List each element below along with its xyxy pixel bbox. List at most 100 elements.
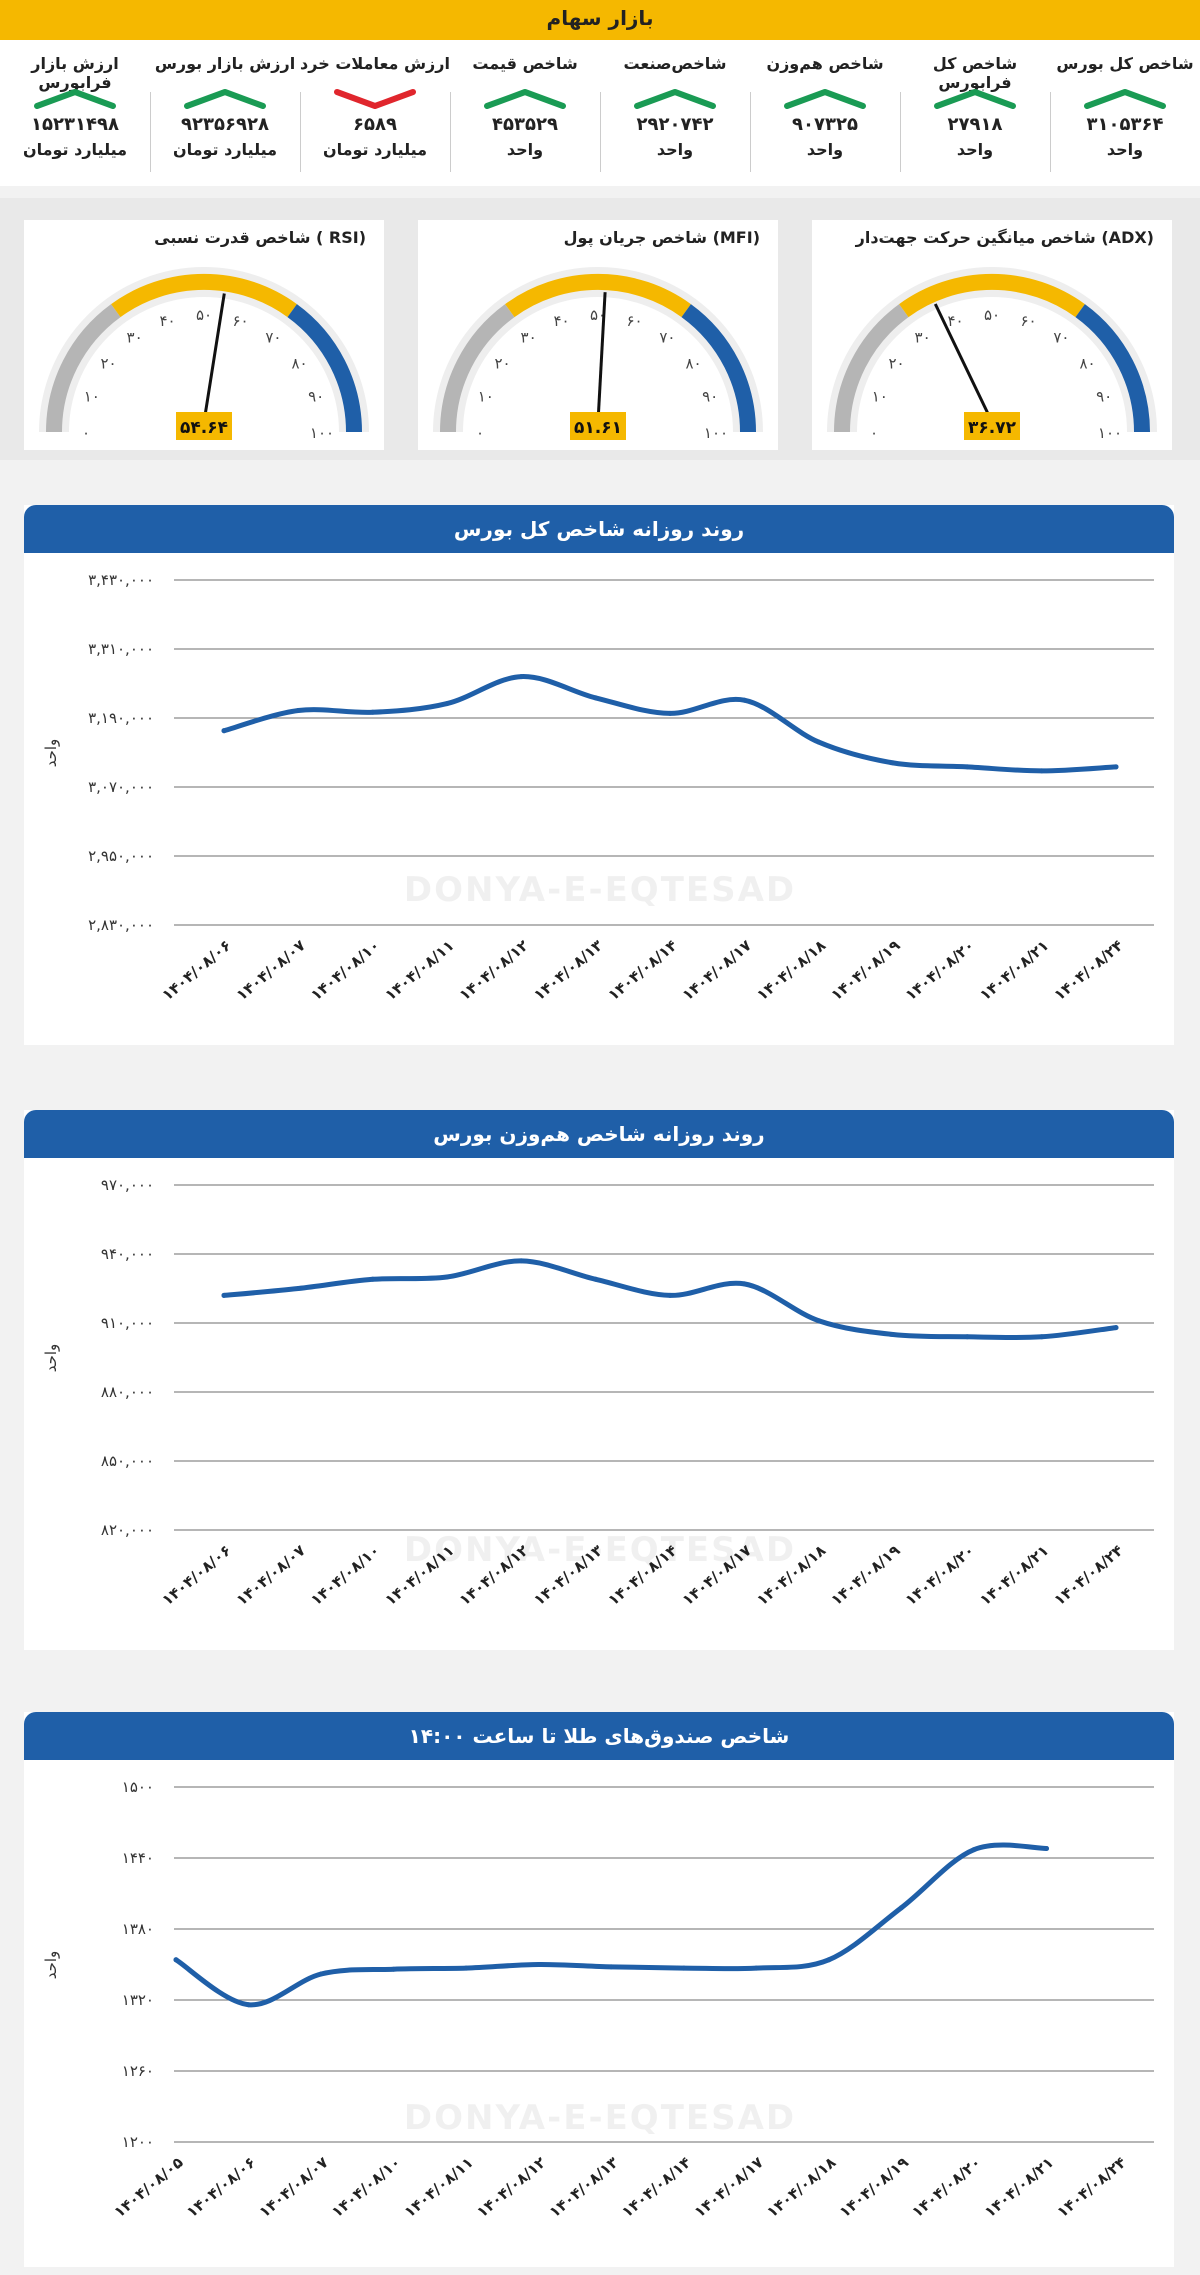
data-point	[221, 1292, 227, 1298]
chart-card-gold-funds: شاخص صندوق‌های طلا تا ساعت ۱۴:۰۰ ۱۲۰۰ ۱۲۶…	[24, 1712, 1174, 2267]
chart-title: روند روزانه شاخص کل بورس	[453, 517, 745, 541]
y-tick-label: ۲,۸۳۰,۰۰۰	[88, 916, 154, 934]
x-tick-label: ۱۴۰۴/۰۸/۱۱	[381, 936, 457, 1004]
y-tick-label: ۹۴۰,۰۰۰	[101, 1245, 154, 1263]
data-point	[898, 1905, 904, 1911]
data-point	[816, 1318, 822, 1324]
data-point	[890, 1332, 896, 1337]
stat-unit: میلیارد تومان	[22, 140, 128, 159]
gauge-needle	[596, 292, 607, 423]
stat-label: شاخص هم‌وزن	[766, 54, 884, 73]
x-tick-label: ۱۴۰۴/۰۸/۱۴	[618, 2153, 694, 2221]
data-point	[593, 1276, 599, 1282]
gauge-mfi: ۰ ۱۰ ۲۰ ۳۰ ۴۰ ۵۰ ۶۰ ۷۰ ۸۰ ۹۰ ۱۰۰ ۵۱.۶۱ شاخص جریان پ…	[418, 220, 778, 450]
gauge-tick-label: ۱۰۰	[310, 424, 334, 442]
stat-unit: واحد	[806, 140, 844, 159]
x-tick-label: ۱۴۰۴/۰۸/۱۲	[456, 936, 532, 1004]
y-tick-label: ۳,۳۱۰,۰۰۰	[88, 640, 154, 658]
stat-7: ارزش بازار فرابورس ۱۵۲۳۱۴۹۸ میلیارد تومان	[0, 40, 150, 186]
stat-divider	[900, 92, 901, 172]
stat-unit: واحد	[506, 140, 544, 159]
stat-divider	[600, 92, 601, 172]
gauge-adx: ۰ ۱۰ ۲۰ ۳۰ ۴۰ ۵۰ ۶۰ ۷۰ ۸۰ ۹۰ ۱۰۰ ۳۶.۷۲ شاخص میانگین…	[812, 220, 1172, 450]
y-tick-label: ۳,۰۷۰,۰۰۰	[88, 778, 154, 796]
gauge-track	[39, 267, 369, 433]
gauge-tick-label: ۶۰	[626, 312, 642, 330]
data-point	[518, 1258, 524, 1264]
x-tick-label: ۱۴۰۴/۰۸/۰۷	[233, 936, 309, 1004]
stat-value: ۲۷۹۱۸	[947, 114, 1003, 135]
y-tick-label: ۱۳۸۰	[122, 1920, 154, 1938]
stat-1: شاخص کل فرابورس ۲۷۹۱۸ واحد	[900, 40, 1050, 186]
y-tick-label: ۳,۴۳۰,۰۰۰	[88, 571, 154, 589]
chart-title: شاخص صندوق‌های طلا تا ساعت ۱۴:۰۰	[408, 1724, 790, 1748]
gauge-tick-label: ۶۰	[1020, 312, 1036, 330]
y-tick-label: ۱۲۶۰	[122, 2062, 154, 2080]
gauge-tick-label: ۴۰	[553, 312, 569, 330]
trend-up-icon	[34, 89, 116, 109]
stat-label: شاخص کل فرابورس	[932, 54, 1018, 92]
stat-label: ارزش بازار بورس	[154, 54, 296, 73]
stat-value: ۹۰۷۳۲۵	[792, 114, 858, 135]
x-tick-label: ۱۴۰۴/۰۸/۱۰	[307, 936, 383, 1004]
gauge-tick-label: ۱۰۰	[704, 424, 728, 442]
y-axis-label: واحد	[42, 1344, 60, 1373]
x-tick-label: ۱۴۰۴/۰۸/۱۸	[753, 936, 829, 1004]
series-line	[221, 674, 1119, 774]
stat-divider	[450, 92, 451, 172]
series-line	[173, 1842, 1049, 2008]
chart-header: روند روزانه شاخص هم‌وزن بورس	[24, 1110, 1174, 1158]
y-tick-label: ۱۴۴۰	[122, 1849, 154, 1867]
header-bar: بازار سهام	[0, 0, 1200, 40]
data-point	[318, 1971, 324, 1977]
gauge-tick-label: ۸۰	[291, 355, 307, 373]
data-point	[370, 709, 376, 715]
gauge-tick-label: ۵۰	[984, 306, 1000, 324]
chart-card-equal-weight: روند روزانه شاخص هم‌وزن بورس ۸۲۰,۰۰۰ ۸۵۰,…	[24, 1110, 1174, 1650]
gauge-tick-label: ۷۰	[1053, 329, 1069, 347]
data-point	[295, 708, 301, 713]
y-axis-label: واحد	[42, 739, 60, 768]
stat-value: ۹۲۳۵۶۹۲۸	[181, 114, 269, 135]
y-tick-label: ۸۸۰,۰۰۰	[101, 1383, 154, 1401]
stat-unit: واحد	[656, 140, 694, 159]
trend-up-icon	[634, 89, 716, 109]
stat-divider	[750, 92, 751, 172]
x-tick-label: ۱۴۰۴/۰۸/۱۸	[763, 2153, 839, 2221]
gauge-zone-low	[45, 304, 121, 433]
data-point	[444, 1274, 450, 1280]
stat-6: ارزش بازار بورس ۹۲۳۵۶۹۲۸ میلیارد تومان	[150, 40, 300, 186]
gauge-zone-mid	[505, 274, 691, 318]
x-tick-label: ۱۴۰۴/۰۸/۱۴	[604, 936, 680, 1004]
chart-title: روند روزانه شاخص هم‌وزن بورس	[433, 1122, 765, 1146]
gauge-track	[827, 267, 1157, 433]
gauge-tick-label: ۱۰	[84, 388, 100, 406]
data-point	[370, 1276, 376, 1282]
y-tick-label: ۳,۱۹۰,۰۰۰	[88, 709, 154, 727]
data-point	[667, 1292, 673, 1298]
data-point	[1113, 764, 1119, 770]
trend-down-icon	[334, 89, 416, 109]
stat-2: شاخص هم‌وزن ۹۰۷۳۲۵ واحد	[750, 40, 900, 186]
data-point	[1113, 1325, 1119, 1331]
stat-5: ارزش معاملات خرد ۶۵۸۹ میلیارد تومان	[300, 40, 450, 186]
watermark-text: DONYA-E-EQTESAD	[403, 2098, 797, 2138]
stat-divider	[150, 92, 151, 172]
gauge-tick-label: ۱۰۰	[1098, 424, 1122, 442]
stat-label: شاخص‌صنعت	[623, 54, 727, 73]
gauge-tick-label: ۲۰	[100, 355, 116, 373]
y-tick-label: ۸۵۰,۰۰۰	[101, 1452, 154, 1470]
gauge-zone-mid	[111, 274, 297, 318]
data-point	[741, 1281, 747, 1287]
stat-divider	[300, 92, 301, 172]
x-tick-label: ۱۴۰۴/۰۸/۰۶	[183, 2153, 259, 2221]
stat-unit: واحد	[956, 140, 994, 159]
gauge-tick-label: ۰	[82, 424, 90, 442]
gauge-value-box	[964, 412, 1020, 440]
stat-value: ۳۱۰۵۳۶۴	[1086, 114, 1164, 135]
chart-header: روند روزانه شاخص کل بورس	[24, 505, 1174, 553]
gauge-tick-label: ۹۰	[1096, 388, 1112, 406]
